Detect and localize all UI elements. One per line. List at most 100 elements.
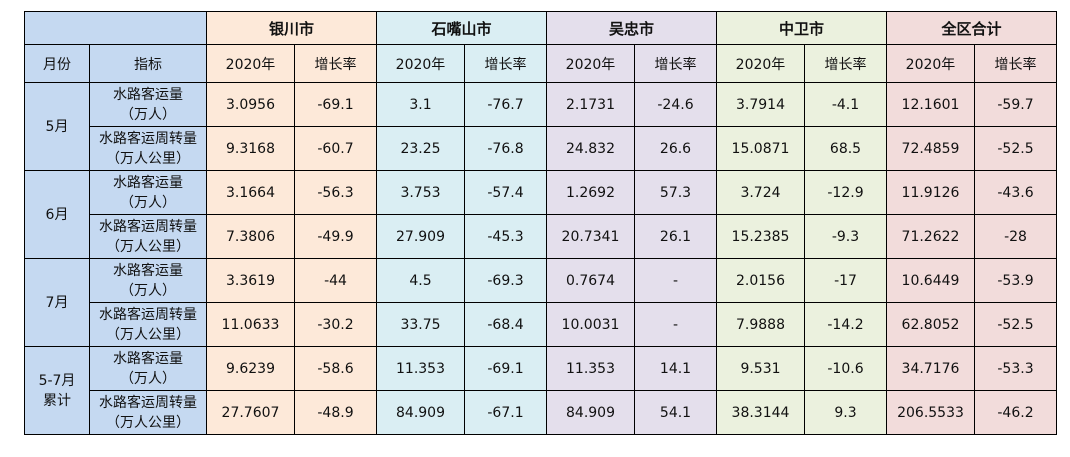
value-cell-growth: -56.3 — [294, 170, 377, 215]
value-cell-growth: 57.3 — [634, 170, 717, 215]
column-header-row: 月份 指标 2020年 增长率 2020年 增长率 2020年 增长率 2020… — [24, 44, 1057, 83]
city-header-shizuishan: 石嘴山市 — [376, 11, 547, 45]
indicator-cell: 水路客运周转量 （万人公里） — [89, 302, 207, 347]
year-header: 2020年 — [206, 44, 295, 83]
indicator-cell: 水路客运周转量 （万人公里） — [89, 390, 207, 435]
value-cell-growth: -48.9 — [294, 390, 377, 435]
value-cell-2020: 34.7176 — [886, 346, 975, 391]
growth-header: 增长率 — [804, 44, 887, 83]
value-cell-growth: -76.7 — [464, 82, 547, 127]
value-cell-2020: 3.0956 — [206, 82, 295, 127]
value-cell-growth: -49.9 — [294, 214, 377, 259]
indicator-label: 水路客运周转量 — [99, 218, 197, 235]
value-cell-2020: 206.5533 — [886, 390, 975, 435]
value-cell-2020: 11.0633 — [206, 302, 295, 347]
month-cell: 5-7月 累计 — [24, 346, 90, 435]
value-cell-2020: 3.1664 — [206, 170, 295, 215]
value-cell-growth: -59.7 — [974, 82, 1057, 127]
value-cell-2020: 24.832 — [546, 126, 635, 171]
value-cell-growth: 26.1 — [634, 214, 717, 259]
value-cell-growth: -76.8 — [464, 126, 547, 171]
month-label: 6月 — [45, 206, 69, 223]
value-cell-growth: 9.3 — [804, 390, 887, 435]
value-cell-growth: -24.6 — [634, 82, 717, 127]
value-cell-2020: 3.7914 — [716, 82, 805, 127]
indicator-cell: 水路客运量 （万人） — [89, 82, 207, 127]
table-row: 水路客运周转量 （万人公里） 7.3806 -49.9 27.909 -45.3 20.73… — [25, 214, 1057, 259]
value-cell-2020: 3.1 — [376, 82, 465, 127]
table-row: 7月 水路客运量 （万人） 3.3619 -44 4.5 -69.3 0.7674-2.015… — [24, 258, 1057, 347]
value-cell-growth: -69.3 — [464, 258, 547, 303]
value-cell-2020: 0.7674 — [546, 258, 635, 303]
indicator-label: （万人） — [120, 370, 176, 387]
value-cell-growth: -69.1 — [294, 82, 377, 127]
indicator-label: 水路客运量 — [113, 86, 183, 103]
value-cell-growth: -52.5 — [974, 126, 1057, 171]
value-cell-growth: 54.1 — [634, 390, 717, 435]
indicator-cell: 水路客运量 （万人） — [89, 258, 207, 303]
growth-header: 增长率 — [294, 44, 377, 83]
value-cell-2020: 4.5 — [376, 258, 465, 303]
year-header: 2020年 — [716, 44, 805, 83]
value-cell-2020: 71.2622 — [886, 214, 975, 259]
value-cell-2020: 15.0871 — [716, 126, 805, 171]
value-cell-2020: 2.0156 — [716, 258, 805, 303]
year-header: 2020年 — [546, 44, 635, 83]
year-header: 2020年 — [376, 44, 465, 83]
value-cell-2020: 10.0031 — [546, 302, 635, 347]
value-cell-2020: 3.753 — [376, 170, 465, 215]
indicator-label: 水路客运周转量 — [99, 306, 197, 323]
indicator-cell: 水路客运量 （万人） — [89, 346, 207, 391]
value-cell-growth: -68.4 — [464, 302, 547, 347]
indicator-label: （万人） — [120, 282, 176, 299]
value-cell-2020: 3.3619 — [206, 258, 295, 303]
value-cell-2020: 3.724 — [716, 170, 805, 215]
month-label: 累计 — [43, 392, 71, 409]
value-cell-growth: -45.3 — [464, 214, 547, 259]
indicator-label: （万人） — [120, 194, 176, 211]
table-row: 5月 水路客运量 （万人） 3.0956 -69.1 3.1 -76.7 2.1731 -24.… — [24, 82, 1057, 171]
city-header-yinchuan: 银川市 — [206, 11, 377, 45]
value-cell-growth: -53.3 — [974, 346, 1057, 391]
data-table-container: 银川市 石嘴山市 吴忠市 中卫市 全区合计 月份 指标 2020年 增长率 20… — [24, 11, 1057, 435]
month-cell: 5月 — [24, 82, 90, 171]
month-column-header: 月份 — [24, 44, 90, 83]
value-cell-2020: 27.909 — [376, 214, 465, 259]
value-cell-2020: 9.3168 — [206, 126, 295, 171]
month-cell: 6月 — [24, 170, 90, 259]
indicator-label: 水路客运周转量 — [99, 394, 197, 411]
water-passenger-transport-table: 银川市 石嘴山市 吴忠市 中卫市 全区合计 月份 指标 2020年 增长率 20… — [24, 11, 1057, 435]
indicator-label: 水路客运量 — [113, 174, 183, 191]
value-cell-growth: -9.3 — [804, 214, 887, 259]
table-row: 5-7月 累计 水路客运量 （万人） 9.6239 -58.6 11.353 -69.1 11.… — [24, 346, 1057, 435]
value-cell-2020: 38.3144 — [716, 390, 805, 435]
value-cell-2020: 7.3806 — [206, 214, 295, 259]
value-cell-growth: -44 — [294, 258, 377, 303]
city-header-row: 银川市 石嘴山市 吴忠市 中卫市 全区合计 — [24, 11, 1057, 45]
value-cell-growth: -53.9 — [974, 258, 1057, 303]
value-cell-growth: -57.4 — [464, 170, 547, 215]
city-header-wuzhong: 吴忠市 — [546, 11, 717, 45]
value-cell-2020: 20.7341 — [546, 214, 635, 259]
value-cell-2020: 84.909 — [376, 390, 465, 435]
indicator-label: （万人公里） — [106, 238, 190, 255]
value-cell-growth: -14.2 — [804, 302, 887, 347]
value-cell-growth: -58.6 — [294, 346, 377, 391]
value-cell-2020: 9.531 — [716, 346, 805, 391]
value-cell-2020: 12.1601 — [886, 82, 975, 127]
value-cell-growth: 14.1 — [634, 346, 717, 391]
value-cell-growth: -69.1 — [464, 346, 547, 391]
city-header-zhongwei: 中卫市 — [716, 11, 887, 45]
value-cell-growth: -67.1 — [464, 390, 547, 435]
value-cell-growth: - — [634, 302, 717, 347]
indicator-label: 水路客运量 — [113, 350, 183, 367]
value-cell-2020: 33.75 — [376, 302, 465, 347]
indicator-label: （万人） — [120, 106, 176, 123]
indicator-label: （万人公里） — [106, 414, 190, 431]
indicator-label: （万人公里） — [106, 150, 190, 167]
value-cell-2020: 11.353 — [546, 346, 635, 391]
value-cell-2020: 9.6239 — [206, 346, 295, 391]
value-cell-2020: 7.9888 — [716, 302, 805, 347]
value-cell-growth: 26.6 — [634, 126, 717, 171]
indicator-label: 水路客运周转量 — [99, 130, 197, 147]
